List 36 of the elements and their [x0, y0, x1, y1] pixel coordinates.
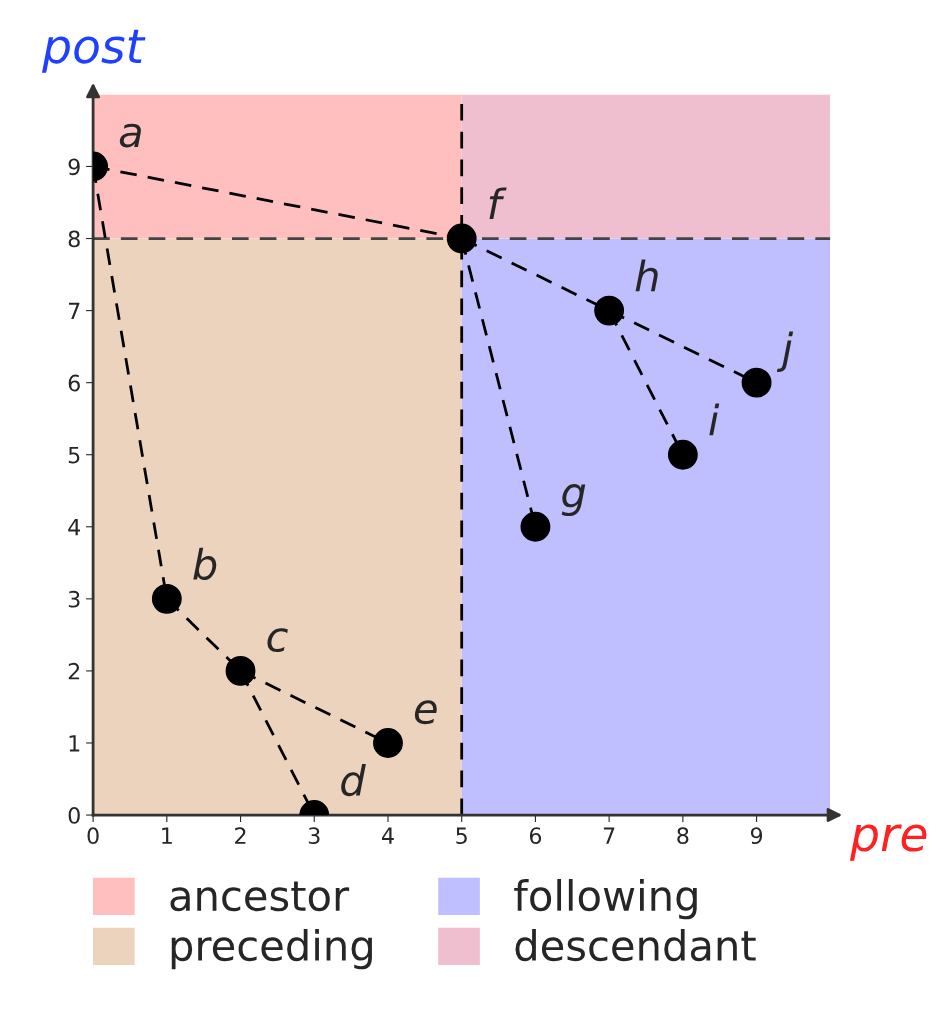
legend-label: preceding: [171, 928, 372, 970]
x-tick-label: 0: [87, 827, 99, 845]
annotation: a: [119, 123, 141, 148]
y-tick-label: 4: [68, 519, 81, 536]
legend-label: following: [514, 879, 697, 920]
y-tick-label: 5: [68, 446, 80, 464]
x-tick-label: 5: [456, 827, 467, 845]
annotation: g: [561, 484, 586, 517]
y-tick-label: 8: [68, 230, 80, 248]
x-tick-label: 4: [382, 827, 394, 844]
x-tick-label: 8: [677, 827, 689, 845]
annotation: e: [414, 700, 437, 725]
y-tick-label: 9: [68, 158, 80, 176]
y-tick-label: 1: [69, 735, 80, 752]
x-tick-label: 6: [529, 827, 542, 845]
y-tick-label: 7: [68, 302, 80, 320]
annotation: b: [193, 547, 217, 580]
annotation: h: [635, 259, 658, 292]
x-tick-label: 7: [603, 827, 615, 844]
annotation: d: [341, 763, 366, 797]
y-axis-title: post: [41, 29, 146, 73]
y-tick-label: 3: [68, 590, 80, 608]
x-tick-label: 3: [308, 827, 320, 845]
annotation: i: [709, 403, 720, 436]
x-tick-label: 1: [162, 827, 172, 844]
legend-label: descendant: [515, 928, 756, 962]
annotation: c: [267, 628, 288, 653]
x-axis-title: pre: [849, 824, 927, 861]
annotation: j: [776, 331, 794, 372]
y-tick-label: 2: [68, 662, 80, 680]
annotation: f: [489, 187, 507, 220]
y-tick-label: 0: [68, 806, 80, 824]
y-tick-label: 6: [68, 374, 80, 392]
legend-label: ancestor: [170, 881, 350, 912]
x-tick-label: 2: [235, 827, 246, 844]
x-tick-label: 9: [750, 827, 763, 845]
